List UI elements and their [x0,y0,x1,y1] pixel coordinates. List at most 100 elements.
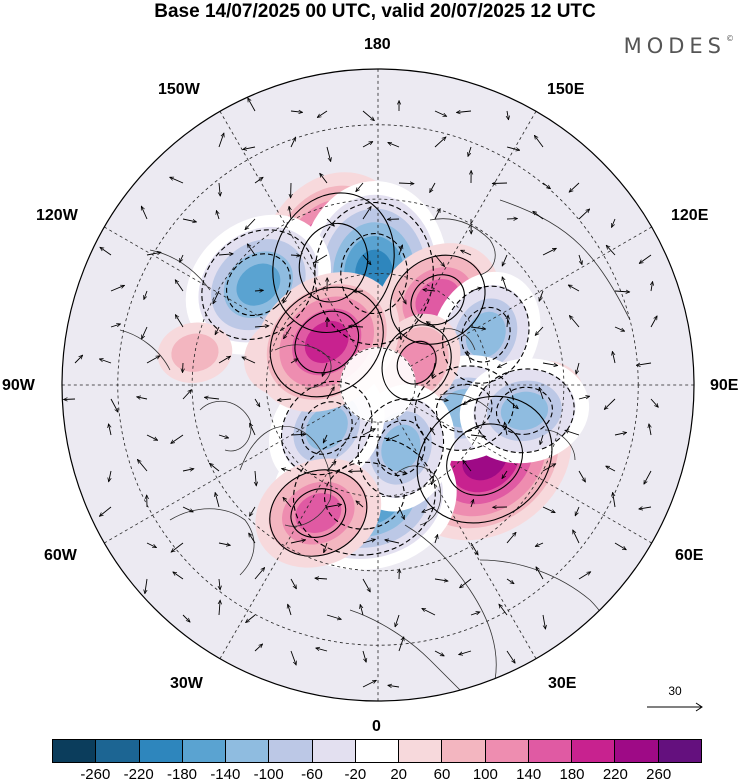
wind-arrow [606,466,616,472]
wind-arrow [636,362,652,365]
height-contour [272,192,395,334]
wind-arrow [145,578,147,594]
wind-arrow [432,470,436,485]
wind-arrow [254,398,260,407]
wind-arrow [110,324,121,328]
wind-arrow [290,255,300,256]
wind-arrow [506,578,514,584]
wind-arrow [216,210,219,220]
wind-arrow [218,133,224,148]
wind-arrow [362,679,376,688]
wind-arrow [578,254,582,265]
meridian [409,403,652,544]
wind-arrow [146,356,160,364]
anomaly-shading [465,311,506,358]
height-contour [269,286,384,398]
brand-name: MODES [623,34,726,58]
wind-arrow [182,614,190,622]
wind-arrow [182,218,197,222]
colorbar-tick-label: 220 [602,766,628,783]
wind-arrow [362,650,366,662]
height-contour [410,274,465,326]
wind-arrow [360,605,364,616]
wind-arrow [539,387,544,400]
height-contours [201,192,575,557]
wind-arrow [422,506,436,512]
wind-arrow [459,650,472,655]
wind-arrow [535,542,544,547]
wind-arrow [456,111,472,113]
wind-arrow [460,578,472,588]
height-contour [416,395,553,524]
wind-arrow [316,648,328,652]
colorbar-swatch [139,740,183,762]
colorbar-swatch [312,740,356,762]
wind-arrow [542,362,558,366]
wind-arrow [507,110,509,120]
wind-arrow [499,604,508,616]
wind-arrow [650,316,657,328]
wind-arrow [502,470,508,479]
wind-arrow [254,644,263,652]
lon-label-150e: 150E [547,81,585,98]
wind-arrow [614,432,627,436]
wind-arrow [290,359,298,364]
height-contour [292,435,436,556]
wind-arrow [249,533,256,544]
wind-arrow [182,362,183,373]
wind-arrow [362,110,374,121]
wind-arrow [430,428,436,436]
height-contour [446,423,524,496]
map-title: Base 14/07/2025 00 UTC, valid 20/07/2025… [154,1,596,22]
height-contour [201,229,316,340]
wind-arrow [576,362,580,374]
wind-arrow [542,614,546,629]
wind-arrow [322,362,328,376]
wind-arrow [651,281,653,292]
wind-arrow [542,247,556,256]
wind-arrow [506,398,518,409]
wind-arrow [215,493,220,508]
wind-arrow [434,137,446,148]
wind-arrow [109,470,111,482]
wind-arrow [245,218,256,230]
map-boundary [61,68,695,702]
latitude-circle [191,198,565,572]
wind-arrow [326,614,341,619]
wind-arrow [290,578,296,589]
colorbar-swatch [399,740,443,762]
anomaly-shading [236,263,281,306]
colorbar-swatch [485,740,529,762]
colorbar-tick-label: 60 [433,766,451,783]
colorbar-ticks: -260 -220 -180 -140 -100 -60 -20 20 60 100 140 180 2… [52,766,702,783]
wind-arrow [578,209,590,220]
wind-arrow [362,254,371,265]
colorbar-swatch [572,740,616,762]
wind-arrow [348,326,364,327]
wind-arrow [146,434,158,441]
wind-arrow [542,506,555,514]
wind-arrow [506,532,516,544]
wind-arrow [434,399,448,400]
colorbar-swatch [528,740,573,762]
wind-arrow [249,423,256,436]
wind-arrow [614,542,626,550]
wind-arrow [146,542,156,548]
wind-arrow [362,429,375,436]
height-contour [269,469,368,557]
wind-arrow [250,506,256,516]
wind-arrow [398,290,406,304]
wind-arrow [137,397,148,399]
wind-arrow [388,142,400,148]
wind-arrow [248,98,256,112]
polar-map [61,68,695,702]
wind-arrow [140,206,148,220]
wind-arrow [568,285,580,292]
wind-arrow [182,506,193,513]
colorbar-tick-label: 140 [516,766,542,783]
colorbar-tick-label: 260 [646,766,672,783]
wind-arrow [179,254,184,262]
colorbar-tick-label: -260 [80,766,111,783]
wind-arrow [388,685,400,687]
wind-arrow [434,110,447,117]
